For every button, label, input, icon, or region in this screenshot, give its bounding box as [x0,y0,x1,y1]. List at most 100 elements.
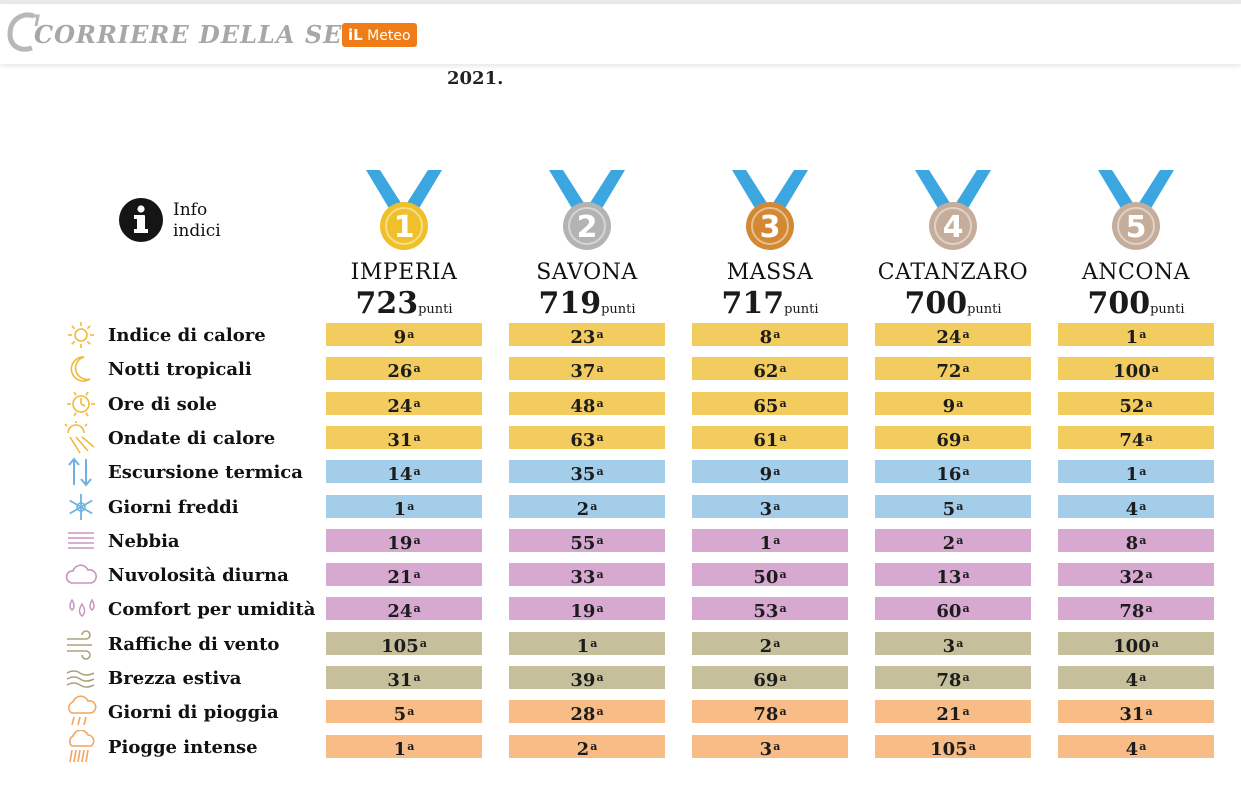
ordinal-suffix: a [956,500,964,513]
rank-value: 65 [753,396,779,417]
rank-cell: 21a [875,700,1031,725]
rank-value: 19 [570,601,596,622]
score-value: 700 [904,286,968,321]
rank-cell: 50a [692,563,848,588]
rank-cell: 14a [326,460,482,485]
rank-cell: 3a [692,735,848,760]
rank-value: 24 [936,327,962,348]
ordinal-suffix: a [962,431,970,444]
ordinal-suffix: a [956,534,964,547]
rank-cell: 69a [692,666,848,691]
medal-icon: 1 [366,170,442,250]
rank-cell: 2a [509,735,665,760]
rank-cell: 1a [326,495,482,520]
rank-value: 13 [936,567,962,588]
rank-cell: 2a [692,632,848,657]
rank-value: 24 [387,601,413,622]
rank-cell: 1a [1058,460,1214,485]
row-label: Comfort per umidità [108,599,316,620]
row-label: Notti tropicali [108,359,252,380]
ordinal-suffix: a [779,362,787,375]
brand-title[interactable]: CORRIERE DELLA SERA [34,20,384,49]
city-score: 700punti [875,286,1031,321]
rank-cell: 31a [326,666,482,691]
row-label: Brezza estiva [108,668,242,689]
ordinal-suffix: a [962,362,970,375]
rank-value: 14 [387,464,413,485]
city-name: ANCONA [1081,260,1191,285]
city-column-ancona: 5 ANCONA 700punti [1058,168,1214,321]
rank-value: 23 [570,327,596,348]
corriere-c-logo-icon[interactable] [4,10,42,54]
ordinal-suffix: a [1145,602,1153,615]
city-column-savona: 2 SAVONA 719punti [509,168,665,321]
row-label: Escursione termica [108,462,303,483]
rank-cell: 4a [1058,666,1214,691]
ordinal-suffix: a [413,465,421,478]
info-label-line2: indici [173,221,221,241]
score-unit: punti [967,302,1002,317]
rank-cell: 60a [875,597,1031,622]
rank-cell: 100a [1058,357,1214,382]
rank-cell: 9a [326,323,482,348]
rank-value: 69 [936,430,962,451]
ordinal-suffix: a [1139,500,1147,513]
rank-cell: 105a [875,735,1031,760]
score-unit: punti [418,302,453,317]
rank-cell: 78a [875,666,1031,691]
rank-value: 2 [576,739,590,760]
rank-cell: 23a [509,323,665,348]
ordinal-suffix: a [962,671,970,684]
rank-cell: 48a [509,392,665,417]
ilmeteo-word: Meteo [367,28,411,44]
rank-cell: 21a [326,563,482,588]
rank-value: 1 [576,636,590,657]
medal-rank: 5 [1126,210,1147,245]
snowflake-icon [69,494,93,520]
rank-cell: 9a [875,392,1031,417]
rank-cell: 61a [692,426,848,451]
rank-cell: 4a [1058,495,1214,520]
rank-cell: 78a [692,700,848,725]
ordinal-suffix: a [779,705,787,718]
medal-rank: 2 [577,210,598,245]
city-score: 700punti [1058,286,1214,321]
rank-cell: 74a [1058,426,1214,451]
ilmeteo-badge[interactable]: iL Meteo [342,23,417,47]
rank-value: 5 [393,704,407,725]
rank-cell: 2a [875,529,1031,554]
info-icon[interactable] [118,197,164,243]
ordinal-suffix: a [413,397,421,410]
rank-cell: 33a [509,563,665,588]
rank-cell: 9a [692,460,848,485]
ordinal-suffix: a [1139,740,1147,753]
rank-value: 1 [393,739,407,760]
rank-cell: 8a [692,323,848,348]
rank-value: 9 [393,327,407,348]
info-indici-button[interactable]: Info indici [173,200,221,242]
city-name: IMPERIA [350,260,458,285]
row-label: Piogge intense [108,737,258,758]
ordinal-suffix: a [779,568,787,581]
rank-cell: 16a [875,460,1031,485]
ordinal-suffix: a [962,568,970,581]
info-label-line1: Info [173,200,208,220]
rank-cell: 4a [1058,735,1214,760]
rank-cell: 39a [509,666,665,691]
rank-value: 4 [1125,499,1139,520]
rank-value: 32 [1119,567,1145,588]
score-unit: punti [1150,302,1185,317]
rank-value: 78 [936,670,962,691]
rank-value: 1 [1125,327,1139,348]
city-name: CATANZARO [877,260,1029,285]
rank-cell: 72a [875,357,1031,382]
rank-value: 100 [1113,636,1151,657]
ordinal-suffix: a [407,705,415,718]
rank-cell: 35a [509,460,665,485]
city-column-imperia: 1 IMPERIA 723punti [326,168,482,321]
rank-cell: 100a [1058,632,1214,657]
rank-cell: 13a [875,563,1031,588]
ordinal-suffix: a [596,431,604,444]
fog-icon [68,532,94,549]
rank-cell: 63a [509,426,665,451]
